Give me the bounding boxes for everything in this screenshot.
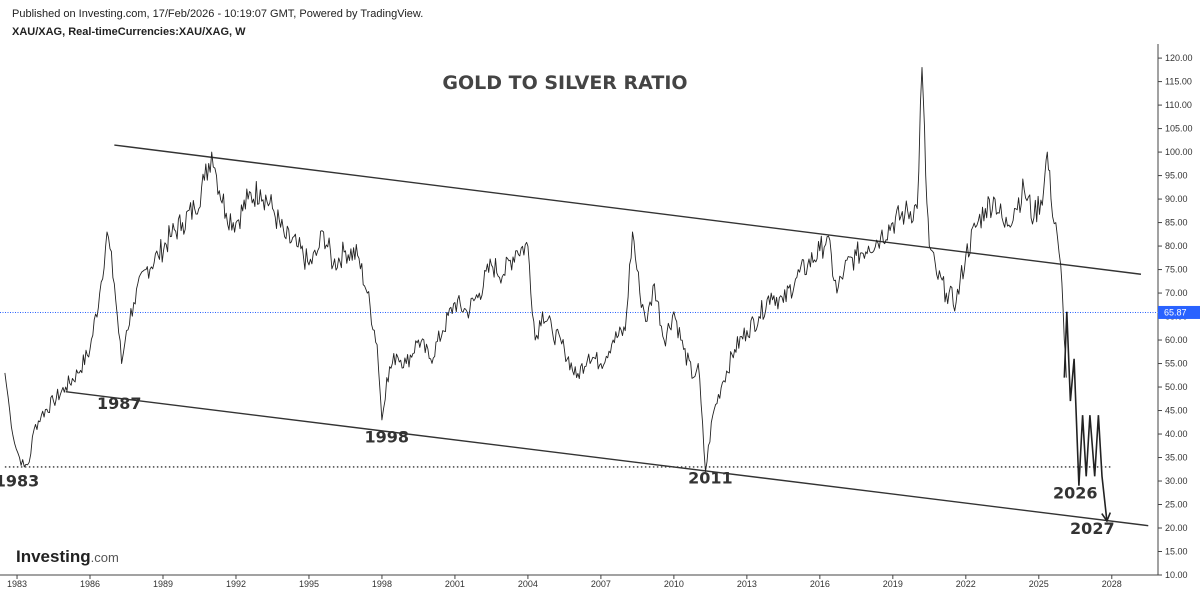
y-tick-label: 55.00	[1165, 359, 1188, 369]
y-tick-label: 80.00	[1165, 241, 1188, 251]
annotation-1983: 1983	[0, 472, 39, 491]
x-tick-label: 2028	[1102, 579, 1122, 589]
x-tick-label: 2001	[445, 579, 465, 589]
annotation-2011: 2011	[688, 468, 733, 487]
y-tick-label: 105.00	[1165, 124, 1193, 134]
chart-title: GOLD TO SILVER RATIO	[442, 72, 687, 94]
x-tick-label: 2013	[737, 579, 757, 589]
x-tick-label: 1995	[299, 579, 319, 589]
y-tick-label: 90.00	[1165, 194, 1188, 204]
y-tick-label: 20.00	[1165, 523, 1188, 533]
y-tick-label: 100.00	[1165, 147, 1193, 157]
trendlines	[4, 144, 1149, 527]
y-tick-label: 50.00	[1165, 382, 1188, 392]
projection-line	[1063, 311, 1108, 522]
x-tick-label: 2004	[518, 579, 538, 589]
annotation-2027: 2027	[1070, 519, 1115, 538]
symbol-label: XAU/XAG, Real-timeCurrencies:XAU/XAG, W	[12, 26, 246, 38]
ratio-series-line	[4, 67, 1067, 473]
y-tick-label: 70.00	[1165, 288, 1188, 298]
annotation-1987: 1987	[97, 394, 142, 413]
y-tick-label: 30.00	[1165, 476, 1188, 486]
x-tick-label: 1989	[153, 579, 173, 589]
price-tag: 65.87	[1158, 305, 1200, 319]
y-tick-label: 40.00	[1165, 429, 1188, 439]
logo-name: Investing	[16, 547, 91, 566]
annotation-1998: 1998	[365, 427, 410, 446]
year-annotations: 1983 1987 1998 2011 2026 2027	[0, 394, 1115, 538]
projection-arrow-icon	[1101, 512, 1112, 523]
x-axis-ticks: 1983 1986 1989 1992 1995 1998 2001 2004 2007 2010…	[7, 575, 1122, 589]
x-tick-label: 1983	[7, 579, 27, 589]
y-tick-label: 120.00	[1165, 53, 1193, 63]
x-tick-label: 2022	[956, 579, 976, 589]
logo-suffix: .com	[91, 550, 119, 565]
x-tick-label: 2007	[591, 579, 611, 589]
annotation-2026: 2026	[1053, 483, 1098, 502]
trendline-lower	[65, 391, 1149, 527]
y-tick-label: 75.00	[1165, 265, 1188, 275]
y-tick-label: 45.00	[1165, 406, 1188, 416]
y-tick-label: 85.00	[1165, 218, 1188, 228]
y-tick-label: 60.00	[1165, 335, 1188, 345]
y-tick-label: 115.00	[1165, 77, 1192, 87]
y-tick-label: 10.00	[1165, 570, 1188, 580]
x-tick-label: 2010	[664, 579, 684, 589]
svg-text:Investing.com: Investing.com	[16, 547, 119, 566]
price-tag-bg	[1158, 305, 1200, 319]
x-tick-label: 1992	[226, 579, 246, 589]
y-tick-label: 95.00	[1165, 171, 1188, 181]
x-tick-label: 2016	[810, 579, 830, 589]
investing-logo: Investing.com	[16, 547, 119, 566]
price-tag-label: 65.87	[1164, 307, 1187, 317]
x-tick-label: 1998	[372, 579, 392, 589]
x-tick-label: 2025	[1029, 579, 1049, 589]
y-tick-label: 110.00	[1165, 100, 1192, 110]
published-note: Published on Investing.com, 17/Feb/2026 …	[12, 8, 424, 20]
x-tick-label: 1986	[80, 579, 100, 589]
y-tick-label: 25.00	[1165, 500, 1188, 510]
y-tick-label: 15.00	[1165, 547, 1188, 557]
x-tick-label: 2019	[883, 579, 903, 589]
y-tick-label: 35.00	[1165, 453, 1188, 463]
